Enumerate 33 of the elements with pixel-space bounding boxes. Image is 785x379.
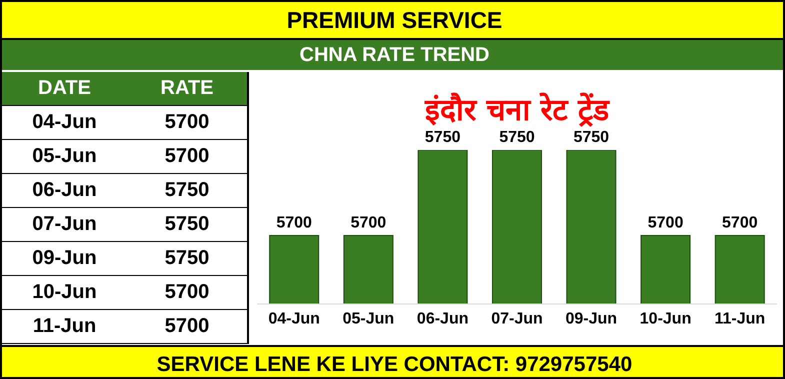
x-tick-label: 07-Jun [491,310,543,328]
category-label: 05-Jun [32,145,97,167]
text: 5700 [164,281,210,303]
text: RATE [160,77,214,100]
text: CHNA RATE TREND [2,40,785,70]
text: 5700 [164,145,210,167]
text: 5750 [164,247,210,269]
data-label: 5700 [722,214,758,232]
text: PREMIUM SERVICE [2,2,785,40]
category-label: 10-Jun [32,281,97,303]
x-tick-label: 11-Jun [714,310,766,328]
text: 5750 [164,213,210,235]
data-label: 5700 [648,214,684,232]
text: 5750 [164,179,210,201]
text: SERVICE LENE KE LIYE CONTACT: 9729757540 [2,345,785,379]
text: 5700 [164,111,210,133]
category-label: 09-Jun [32,247,97,269]
data-label: 5750 [573,129,610,146]
chart-title: इंदौर चना रेट ट्रेंड [424,92,611,129]
x-tick-label: 10-Jun [640,310,692,328]
category-label: 04-Jun [32,111,97,133]
text: 5700 [164,315,210,337]
category-label: 07-Jun [32,213,97,235]
category-label: 06-Jun [32,179,97,201]
text: DATE [37,77,92,100]
data-label: 5750 [499,129,535,146]
data-label: 5750 [424,129,461,146]
x-tick-label: 04-Jun [268,310,320,328]
x-tick-label: 05-Jun [342,310,394,328]
data-label: 5700 [276,214,312,232]
x-tick-label: 06-Jun [416,310,469,328]
data-label: 5700 [350,214,386,232]
x-tick-label: 09-Jun [565,310,618,328]
